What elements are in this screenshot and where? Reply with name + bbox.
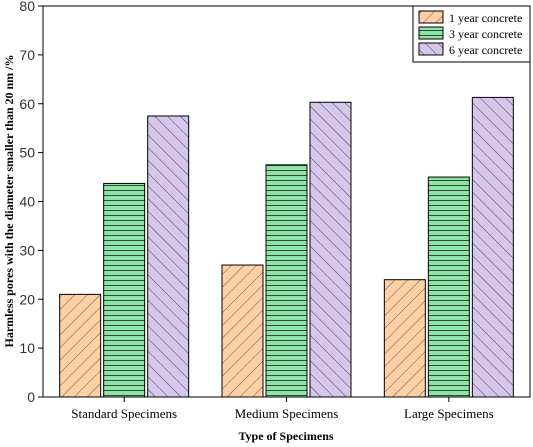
bar-6-year-concrete-large-specimens [471,96,514,398]
y-tick-label: 30 [19,242,35,258]
y-tick-label: 50 [19,145,35,161]
x-axis-ticks: Standard Specimens Medium Specimens Large … [71,397,494,421]
bar-6-year-concrete-standard-specimens [147,115,190,398]
bar-1-year-concrete-large-specimens [383,279,426,398]
legend-swatch-3-year-concrete [418,26,444,40]
y-tick-label: 40 [19,194,35,210]
y-tick-label: 10 [19,340,35,356]
y-tick-label: 80 [19,0,35,14]
x-axis-title: Type of Specimens [238,429,333,443]
legend-swatch-1-year-concrete [418,10,444,24]
legend-label-1-year-concrete: 1 year concrete [449,11,522,25]
y-tick-label: 0 [27,389,35,405]
bar-1-year-concrete-standard-specimens [59,293,102,398]
x-tick-label: Large Specimens [404,406,494,421]
legend-swatch-6-year-concrete [418,42,444,56]
y-tick-label: 60 [19,96,35,112]
y-axis-ticks: 0 10 20 30 40 50 60 70 80 [19,0,43,405]
bar-1-year-concrete-medium-specimens [221,264,264,398]
legend-label-6-year-concrete: 6 year concrete [449,43,522,57]
legend-label-3-year-concrete: 3 year concrete [449,27,522,41]
bar-6-year-concrete-medium-specimens [309,101,352,398]
x-tick-label: Medium Specimens [235,406,339,421]
legend: 1 year concrete 3 year concrete 6 year con… [412,5,531,63]
y-tick-label: 20 [19,291,35,307]
bar-3-year-concrete-large-specimens [427,176,470,398]
y-tick-label: 70 [19,47,35,63]
x-tick-label: Standard Specimens [71,406,177,421]
bar-3-year-concrete-medium-specimens [265,164,308,398]
bars-group [59,96,514,398]
bar-3-year-concrete-standard-specimens [103,182,146,398]
y-axis-title: Harmless pores with the diameter smaller… [2,55,16,348]
